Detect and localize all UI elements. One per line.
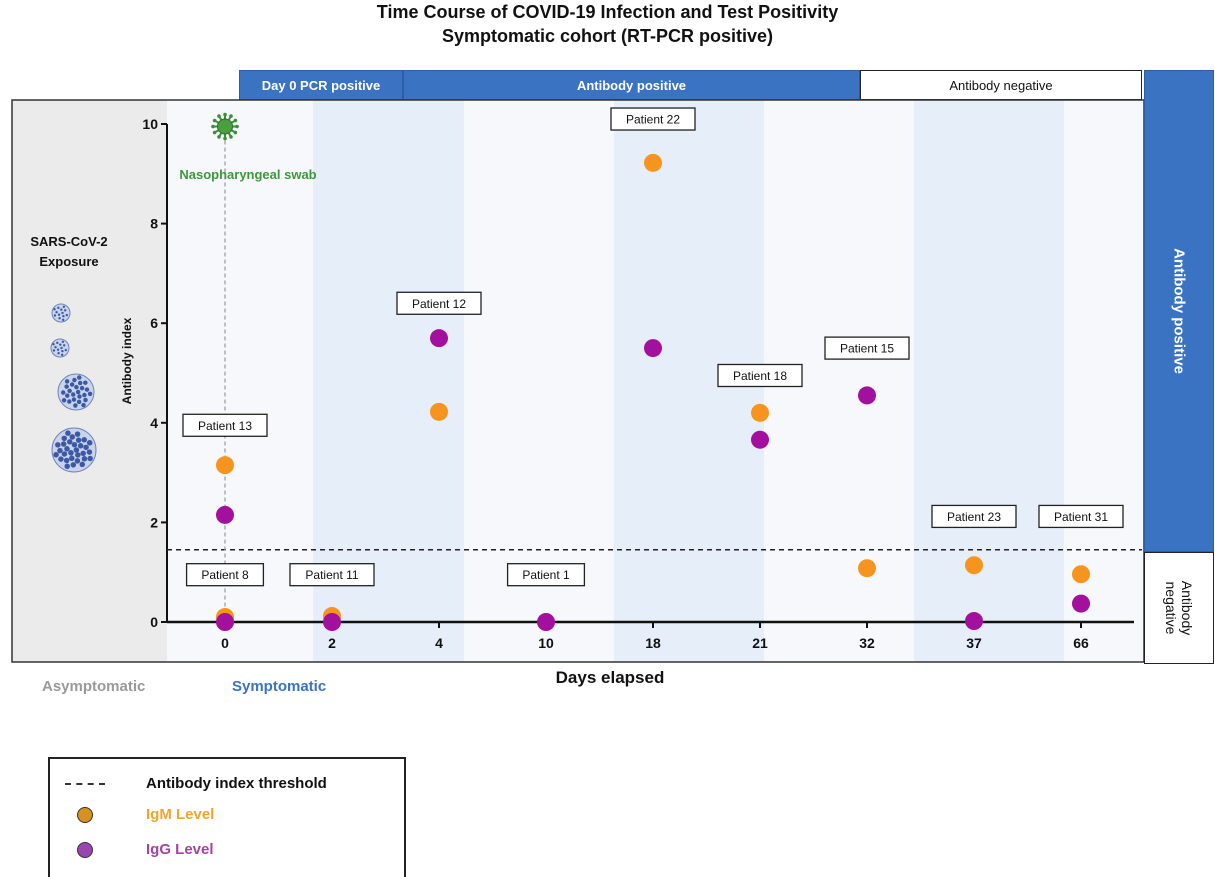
x-tick-label-32: 32 bbox=[859, 635, 875, 651]
y-tick-label-0: 0 bbox=[150, 614, 158, 630]
patient-annotation-6: Patient 18 bbox=[717, 363, 803, 388]
x-axis-label: Days elapsed bbox=[556, 668, 665, 687]
igg-point-day21-6 bbox=[751, 430, 769, 449]
chart-frame bbox=[11, 99, 1144, 663]
igm-point-day66-8 bbox=[1072, 565, 1090, 584]
legend-threshold: Antibody index threshold bbox=[50, 775, 327, 792]
patient-annotation-7: Patient 15 bbox=[824, 336, 910, 360]
x-tick-label-10: 10 bbox=[538, 635, 554, 651]
virus-particle-icon-0 bbox=[51, 303, 71, 323]
x-tick-label-2: 2 bbox=[328, 635, 336, 651]
y-tick-label-10: 10 bbox=[142, 116, 158, 132]
exposure-label-line-1: Exposure bbox=[39, 254, 98, 269]
chart-title-block: Time Course of COVID-19 Infection and Te… bbox=[0, 0, 1215, 48]
patient-annotation-2: Patient 11 bbox=[289, 563, 375, 587]
igm-point-day32-6 bbox=[858, 559, 876, 578]
chart-subtitle: Symptomatic cohort (RT-PCR positive) bbox=[441, 26, 774, 46]
patient-annotation-label-1: Patient 8 bbox=[201, 568, 249, 582]
phase-asymptomatic: Asymptomatic bbox=[42, 678, 146, 695]
virus-particle-icon-3 bbox=[51, 427, 97, 473]
banner-antibody-positive: Antibody positive bbox=[403, 70, 860, 100]
patient-annotation-8: Patient 23 bbox=[931, 504, 1017, 529]
patient-annotation-1: Patient 8 bbox=[185, 563, 265, 587]
patient-annotation-0: Patient 13 bbox=[182, 413, 268, 437]
legend-igm: IgM Level bbox=[50, 806, 214, 823]
chart-marks bbox=[167, 112, 1142, 631]
legend-threshold-label: Antibody index threshold bbox=[146, 775, 327, 792]
timecourse-chart: 0 2 4 6 8 10 Antibody index 0 2 4 10 18 21 32 37 66 Days… bbox=[11, 99, 1144, 687]
x-tick-label-0: 0 bbox=[221, 635, 229, 651]
dashed-line-icon bbox=[65, 782, 105, 785]
igg-dot-icon bbox=[77, 841, 93, 858]
igg-point-day32-7 bbox=[858, 386, 876, 405]
legend: Antibody index threshold IgM Level IgG L… bbox=[48, 757, 406, 877]
x-tick-label-4: 4 bbox=[435, 635, 443, 651]
patient-annotation-label-8: Patient 23 bbox=[947, 510, 1001, 524]
shaded-band-2 bbox=[914, 100, 1064, 662]
legend-igg: IgG Level bbox=[50, 841, 214, 858]
virus-icon bbox=[211, 112, 239, 141]
igg-point-day66-9 bbox=[1072, 594, 1090, 613]
igg-point-day2-2 bbox=[323, 613, 341, 631]
y-tick-label-4: 4 bbox=[150, 415, 158, 431]
igg-point-day0-0 bbox=[216, 505, 234, 524]
igg-point-day10-4 bbox=[537, 613, 555, 631]
y-tick-label-6: 6 bbox=[150, 315, 158, 331]
igm-point-day18-4 bbox=[644, 153, 662, 172]
exposure-label-line-0: SARS-CoV-2 bbox=[30, 234, 107, 249]
igm-point-day4-3 bbox=[430, 402, 448, 421]
x-tick-label-18: 18 bbox=[645, 635, 661, 651]
patient-annotation-label-9: Patient 31 bbox=[1054, 510, 1108, 524]
virus-particle-icon-2 bbox=[57, 373, 95, 411]
igg-point-day18-5 bbox=[644, 339, 662, 358]
banner-antibody-negative: Antibody negative bbox=[860, 70, 1142, 100]
igm-dot-icon bbox=[77, 806, 93, 823]
y-tick-label-2: 2 bbox=[150, 514, 158, 530]
phase-symptomatic: Symptomatic bbox=[232, 678, 327, 695]
x-tick-label-66: 66 bbox=[1073, 635, 1089, 651]
patient-annotation-label-2: Patient 11 bbox=[305, 568, 358, 582]
patient-annotation-4: Patient 1 bbox=[506, 563, 586, 587]
igg-point-day0-1 bbox=[216, 613, 234, 631]
patient-annotation-label-4: Patient 1 bbox=[522, 568, 570, 582]
patient-annotation-5: Patient 22 bbox=[610, 107, 696, 131]
patient-annotation-label-5: Patient 22 bbox=[626, 113, 680, 127]
side-antibody-positive: Antibody positive bbox=[1144, 70, 1214, 552]
side-antibody-negative-label: Antibody negative bbox=[1163, 581, 1195, 635]
y-tick-label-8: 8 bbox=[150, 216, 158, 232]
x-tick-label-21: 21 bbox=[752, 635, 768, 651]
virus-particle-icon-1 bbox=[50, 338, 70, 358]
patient-annotation-label-7: Patient 15 bbox=[840, 342, 894, 356]
side-negative-line1: Antibody bbox=[1179, 580, 1195, 636]
x-tick-label-37: 37 bbox=[966, 635, 982, 651]
patient-annotation-label-6: Patient 18 bbox=[733, 369, 787, 383]
legend-igg-label: IgG Level bbox=[146, 841, 214, 858]
patient-annotation-label-3: Patient 12 bbox=[412, 297, 466, 311]
side-negative-line2: negative bbox=[1163, 581, 1179, 635]
patient-annotation-3: Patient 12 bbox=[396, 291, 482, 315]
banner-day0: Day 0 PCR positive bbox=[239, 70, 403, 100]
patient-annotation-9: Patient 31 bbox=[1038, 504, 1124, 529]
side-antibody-positive-label: Antibody positive bbox=[1170, 248, 1188, 374]
chart-labels: Nasopharyngeal swab SARS-CoV-2 Exposure Pat… bbox=[30, 107, 1124, 587]
chart-title: Time Course of COVID-19 Infection and Te… bbox=[376, 2, 839, 22]
patient-annotation-label-0: Patient 13 bbox=[198, 419, 252, 433]
igm-point-day0-0 bbox=[216, 456, 234, 475]
igg-point-day4-3 bbox=[430, 329, 448, 348]
legend-igm-label: IgM Level bbox=[146, 806, 215, 823]
y-axis-label: Antibody index bbox=[120, 317, 134, 404]
igm-point-day37-7 bbox=[965, 556, 983, 575]
chart-background bbox=[11, 99, 1144, 663]
igm-point-day21-5 bbox=[751, 403, 769, 422]
swab-label: Nasopharyngeal swab bbox=[179, 167, 316, 182]
igg-point-day37-8 bbox=[965, 612, 983, 631]
side-antibody-negative: Antibody negative bbox=[1144, 552, 1214, 664]
